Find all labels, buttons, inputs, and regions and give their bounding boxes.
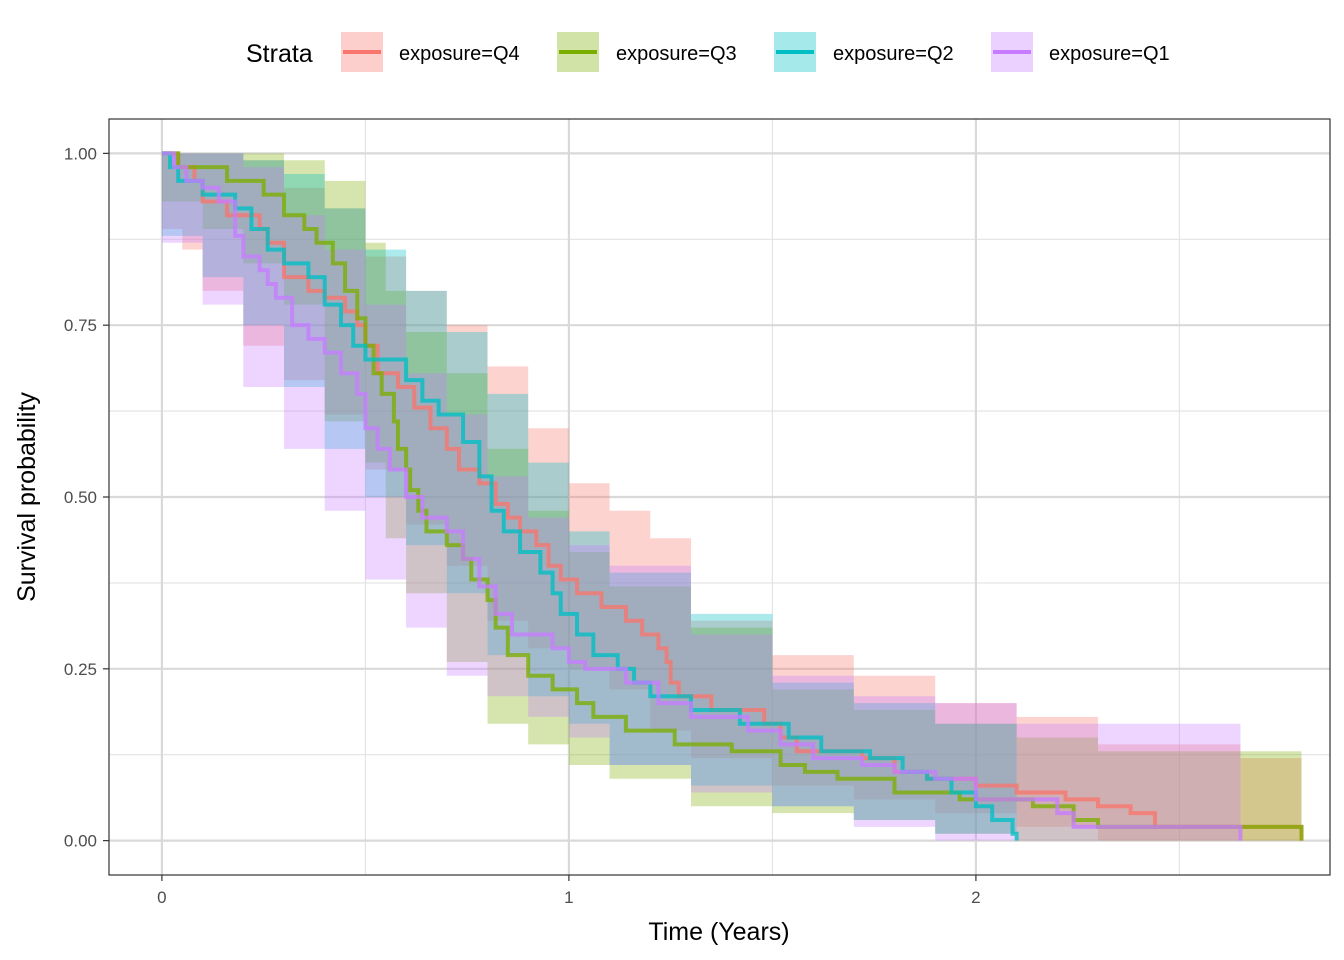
confidence-band [161,153,1302,841]
legend-item: exposure=Q2 [774,32,954,72]
legend-item: exposure=Q1 [991,32,1170,72]
legend-label: exposure=Q2 [833,43,954,65]
y-tick-label: 0.00 [64,832,97,851]
survival-curve [161,151,1019,841]
confidence-bands [161,153,1302,841]
legend-item: exposure=Q3 [557,32,737,72]
y-tick-label: 0.75 [64,316,97,335]
x-tick-label: 1 [564,888,573,907]
legend-title: Strata [246,40,313,68]
y-axis-title: Survival probability [13,392,41,602]
x-axis-ticks: 0 1 2 [157,875,981,907]
survival-curves [161,151,1304,841]
confidence-band [161,153,1302,841]
legend-label: exposure=Q3 [616,43,737,65]
x-axis-title: Time (Years) [648,918,789,946]
y-tick-label: 1.00 [64,144,97,163]
y-axis-ticks: 0.00 0.25 0.50 0.75 1.00 [64,144,109,851]
y-tick-label: 0.50 [64,488,97,507]
y-tick-label: 0.25 [64,660,97,679]
confidence-band [161,153,1017,834]
major-gridlines [109,119,1330,875]
legend-label: exposure=Q1 [1049,43,1170,65]
legend-label: exposure=Q4 [399,43,520,65]
x-tick-label: 2 [971,888,980,907]
legend: Strata exposure=Q4 exposure=Q3 exposure=Q2… [246,32,1170,72]
legend-item: exposure=Q4 [341,32,520,72]
x-tick-label: 0 [157,888,166,907]
confidence-band [161,153,1241,841]
survival-curve [161,151,1243,841]
